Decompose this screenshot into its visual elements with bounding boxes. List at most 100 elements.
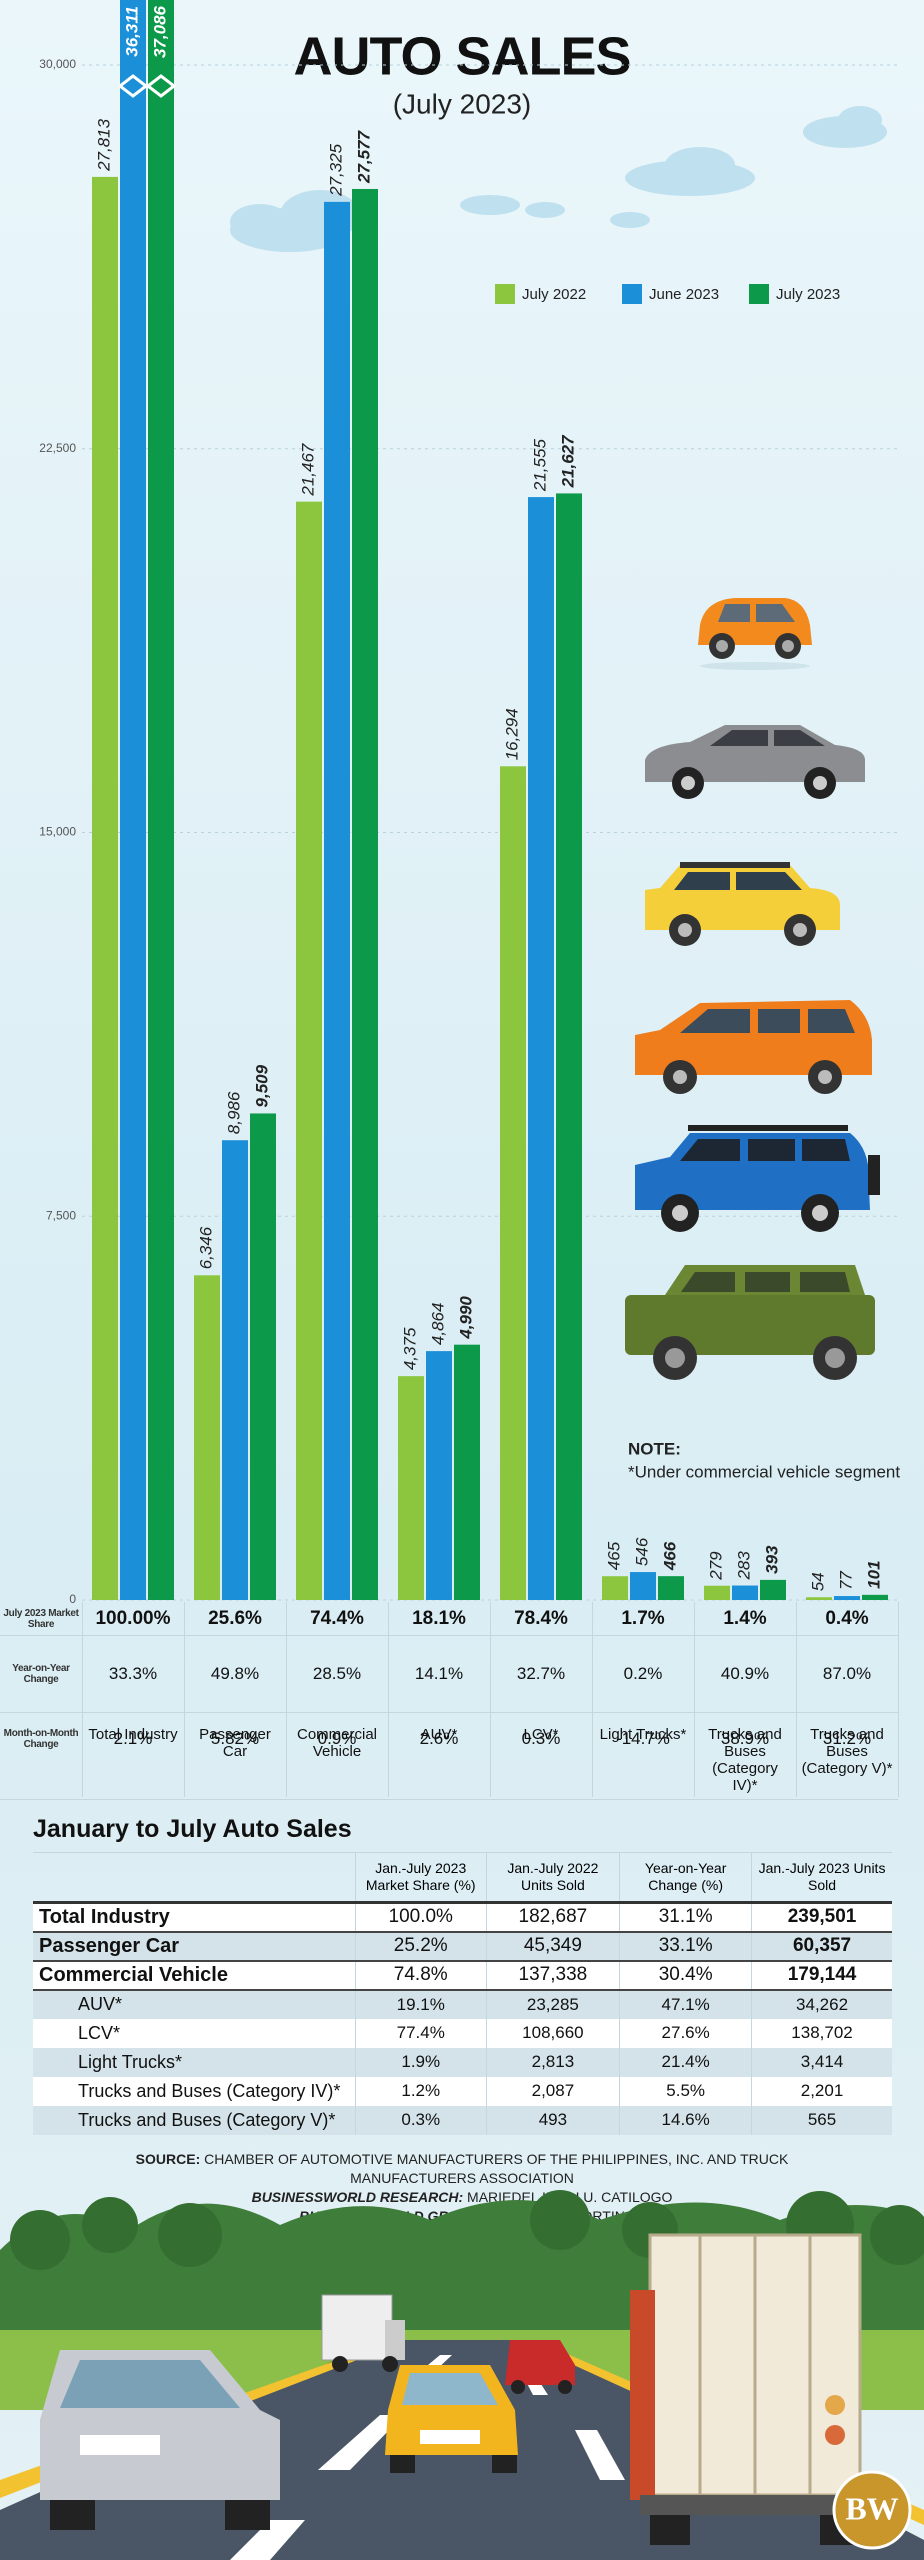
summary-grid: July 2023 Market Share 100.00% 25.6% 74.4% 1… xyxy=(0,1602,924,1800)
value-label: 283 xyxy=(734,1551,753,1581)
row-cell: 1.9% xyxy=(354,2047,487,2077)
column-divider xyxy=(490,1602,491,1797)
credit-line: SOURCE: CHAMBER OF AUTOMOTIVE MANUFACTUR… xyxy=(120,2150,804,2188)
value-label: 54 xyxy=(808,1572,827,1591)
value-label: 21,627 xyxy=(558,434,577,489)
column-divider xyxy=(796,1602,797,1797)
y-tick-label: 15,000 xyxy=(39,825,76,839)
header-cell: Jan.-July 2023 Units Sold xyxy=(751,1852,892,1903)
x-tick-label: Passenger Car xyxy=(199,1726,271,1760)
table-row: Light Trucks* 1.9% 2,813 21.4% 3,414 xyxy=(33,2047,892,2077)
summary-value: 18.1% xyxy=(412,1607,466,1629)
chart: AUTO SALES (July 2023) 0 7,500 15,000 22,50… xyxy=(39,0,900,1605)
row-cell: 100.0% xyxy=(354,1902,487,1932)
y-tick-label: 0 xyxy=(69,1592,76,1605)
summary-value: 0.3% xyxy=(521,1729,561,1748)
row-cell: 1.2% xyxy=(354,2076,487,2106)
legend-label: June 2023 xyxy=(649,286,719,303)
bar xyxy=(92,176,118,1601)
summary-value: 2.1% xyxy=(113,1729,153,1748)
row-cell: 47.1% xyxy=(619,1989,752,2019)
summary-value: 0.9% xyxy=(317,1729,357,1748)
bar xyxy=(602,1576,628,1600)
summary-value: 1.4% xyxy=(723,1607,767,1629)
row-cell: 0.3% xyxy=(354,2105,487,2135)
summary-value: 32.7% xyxy=(516,1663,566,1683)
summary-value: 100.00% xyxy=(95,1607,171,1629)
value-label: 279 xyxy=(706,1551,725,1581)
value-label: 8,986 xyxy=(224,1091,243,1134)
bar xyxy=(120,0,146,1600)
row-name: AUV* xyxy=(78,1994,123,2014)
row-cell: 21.4% xyxy=(619,2047,752,2077)
header-cell xyxy=(33,1852,356,1903)
credit-label: SOURCE: xyxy=(135,2151,201,2167)
row-cell: 25.2% xyxy=(354,1931,487,1961)
row-cell: 34,262 xyxy=(751,1989,892,2019)
summary-value: 28.5% xyxy=(312,1663,362,1683)
value-label: 466 xyxy=(660,1541,679,1571)
note-text: *Under commercial vehicle segment xyxy=(628,1462,900,1481)
axis-break xyxy=(119,74,149,98)
row-label: July 2023 Market Share xyxy=(3,1607,79,1630)
table-body: Total Industry 100.0% 182,687 31.1% 239,501 P… xyxy=(33,1902,892,2135)
value-label: 37,086 xyxy=(150,5,169,58)
row-cell: 14.6% xyxy=(619,2105,752,2135)
header-cell: Year-on-Year Change (%) xyxy=(619,1852,752,1903)
bar xyxy=(454,1344,480,1600)
value-label: 27,577 xyxy=(354,129,373,184)
summary-value: -14.7% xyxy=(616,1729,670,1748)
row-cell: 2,201 xyxy=(751,2076,892,2106)
summary-value: 40.9% xyxy=(720,1663,770,1683)
table-row: Trucks and Buses (Category IV)* 1.2% 2,087… xyxy=(33,2076,892,2106)
row-cell: 108,660 xyxy=(485,2018,620,2048)
summary-value: 33.3% xyxy=(108,1663,158,1683)
bar xyxy=(862,1594,888,1600)
table-row: Passenger Car 25.2% 45,349 33.1% 60,357 xyxy=(33,1931,892,1961)
bar xyxy=(806,1597,832,1600)
column-divider xyxy=(592,1602,593,1797)
header-cell: Jan.-July 2023 Market Share (%) xyxy=(354,1852,487,1903)
summary-value: 87.0% xyxy=(822,1663,872,1683)
y-tick-label: 22,500 xyxy=(39,441,76,455)
row-name: Commercial Vehicle xyxy=(39,1963,228,1986)
summary-value: 74.4% xyxy=(310,1607,364,1629)
row-cell: 138,702 xyxy=(751,2018,892,2048)
bar xyxy=(426,1351,452,1600)
car-illustrations xyxy=(625,598,880,1380)
row-cell: 2,087 xyxy=(485,2076,620,2106)
row-name: Passenger Car xyxy=(39,1934,180,1957)
summary-value: 38.9% xyxy=(720,1729,770,1748)
x-tick-label: Trucks and Buses (Category V)* xyxy=(801,1726,893,1777)
y-tick-label: 7,500 xyxy=(46,1208,76,1222)
row-cell: 30.4% xyxy=(619,1960,752,1990)
summary-value: 49.8% xyxy=(210,1663,260,1683)
credit-label: BUSINESSWORLD RESEARCH: xyxy=(251,2189,464,2205)
bar xyxy=(528,497,554,1600)
value-label: 465 xyxy=(604,1541,623,1570)
road-scene: BW xyxy=(0,2190,924,2560)
summary-value: 31.2% xyxy=(822,1729,872,1748)
sales-table: Jan.-July 2023 Market Share (%) Jan.-July… xyxy=(33,1852,892,2135)
legend-label: July 2023 xyxy=(776,286,840,303)
bars: 27,813 36,311 37,086 6,346 8,986 9,509 21,467 2… xyxy=(92,0,888,1601)
note-label: NOTE: xyxy=(628,1439,681,1458)
row-cell: 179,144 xyxy=(751,1960,892,1990)
summary-value: 1.7% xyxy=(621,1607,665,1629)
chart-title: AUTO SALES xyxy=(293,26,630,86)
value-label: 101 xyxy=(864,1560,883,1588)
row-cell: 60,357 xyxy=(751,1931,892,1961)
logo: BW xyxy=(845,2490,898,2526)
credit-text: CHAMBER OF AUTOMOTIVE MANUFACTURERS OF T… xyxy=(204,2151,789,2186)
legend-label: July 2022 xyxy=(522,286,586,303)
row-name: Trucks and Buses (Category IV)* xyxy=(78,2080,341,2101)
chart-subtitle: (July 2023) xyxy=(393,88,532,119)
row-cell: 182,687 xyxy=(485,1902,620,1932)
row-cell: 565 xyxy=(751,2105,892,2135)
table-row: LCV* 77.4% 108,660 27.6% 138,702 xyxy=(33,2018,892,2048)
summary-value: 5.82% xyxy=(210,1729,260,1748)
value-label: 4,864 xyxy=(428,1303,447,1346)
row-cell: 239,501 xyxy=(751,1902,892,1932)
value-label: 9,509 xyxy=(252,1064,271,1107)
